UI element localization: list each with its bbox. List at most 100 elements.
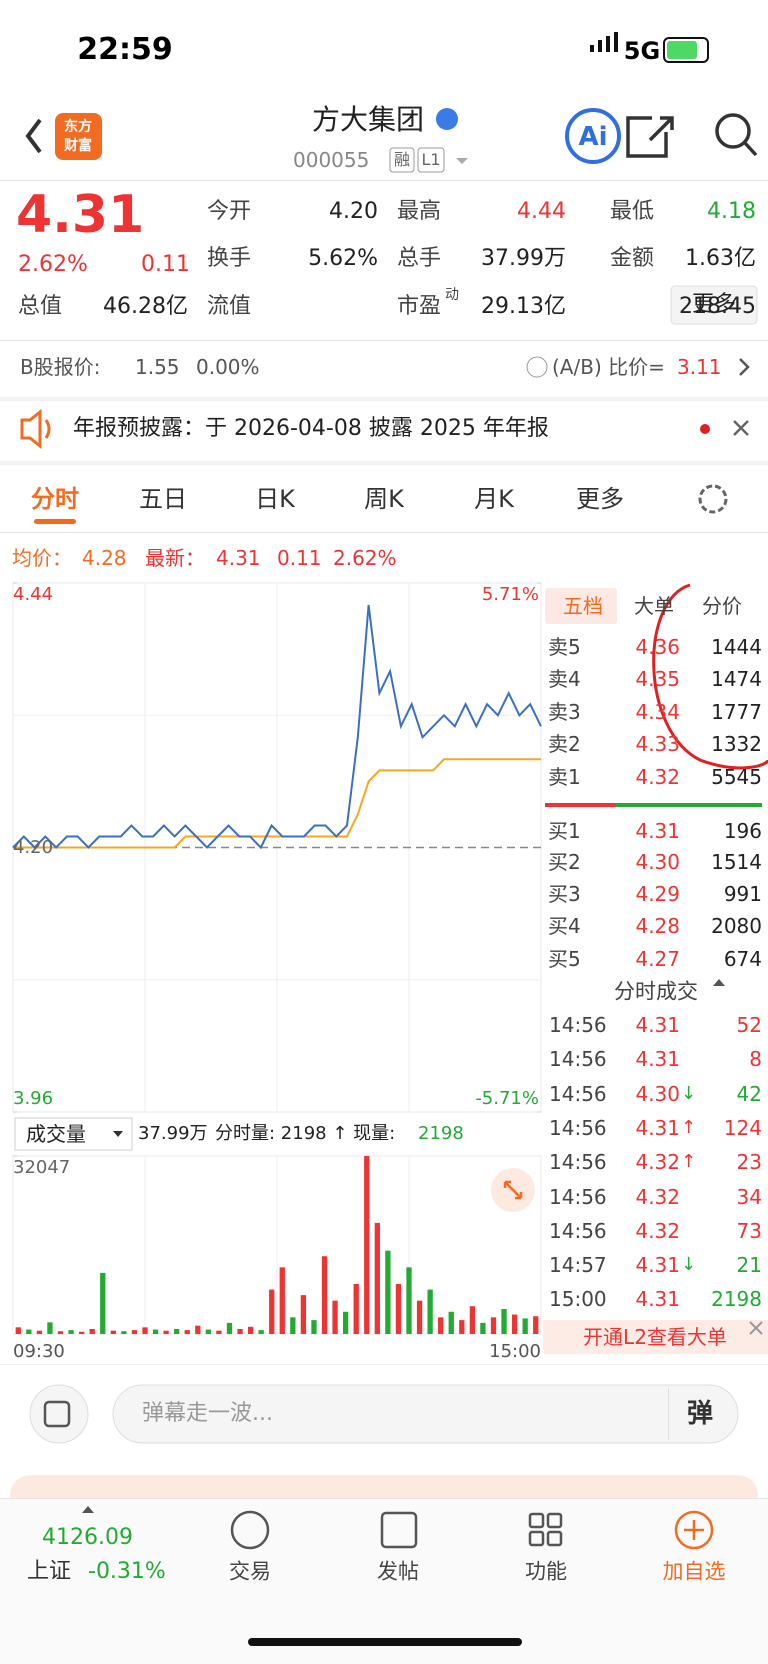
post-icon[interactable] (380, 1511, 418, 1549)
logo-text: 财富 (64, 138, 92, 154)
trade-time: 15:00 (549, 1287, 607, 1312)
book-label: 买2 (548, 850, 581, 874)
chevron[interactable] (739, 358, 750, 376)
function-icon[interactable] (528, 1512, 545, 1529)
volume-selector[interactable] (14, 1117, 133, 1151)
tab[interactable]: 分时 (31, 485, 79, 513)
book-label: 卖4 (548, 667, 581, 691)
field-label: 最高 (397, 199, 442, 224)
ai-label[interactable]: Ai (578, 122, 608, 152)
nav-label[interactable]: 发帖 (377, 1559, 419, 1584)
trade-icon[interactable] (230, 1510, 270, 1550)
search-button[interactable] (715, 113, 751, 149)
tab[interactable]: 五日 (139, 485, 187, 513)
function-icon[interactable] (546, 1512, 563, 1529)
signal-icon (590, 32, 618, 52)
volume-bar (374, 1222, 380, 1334)
sort-icon[interactable] (713, 979, 725, 986)
expand-icon[interactable] (82, 1506, 94, 1513)
tab[interactable]: 更多 (576, 485, 624, 513)
book-volume: 1514 (711, 850, 762, 874)
tag-box (389, 147, 415, 173)
index-value[interactable]: 4126.09 (42, 1525, 133, 1550)
function-icon[interactable] (528, 1530, 545, 1547)
tab[interactable]: 日K (255, 485, 295, 513)
volume-bar (353, 1284, 359, 1334)
search-button[interactable] (743, 141, 758, 157)
close-button[interactable] (733, 420, 749, 436)
volume-bar (290, 1317, 296, 1334)
trade-arrow: ↓ (681, 1082, 697, 1104)
comment-icon-button[interactable] (29, 1384, 89, 1444)
book-price: 4.33 (635, 732, 680, 756)
trade-volume: 52 (736, 1013, 762, 1037)
dropdown-icon[interactable] (456, 158, 468, 164)
book-price: 4.30 (635, 850, 680, 874)
field-label: 流值 (207, 294, 252, 319)
price-line (12, 604, 542, 850)
tab[interactable]: 周K (364, 485, 404, 513)
book-price: 4.27 (635, 947, 680, 971)
trade-volume: 124 (723, 1115, 762, 1140)
book-tab[interactable]: 大单 (634, 594, 674, 618)
more-button[interactable] (670, 285, 758, 325)
book-label: 买1 (548, 819, 581, 843)
volume-selector[interactable]: 成交量 (26, 1122, 86, 1146)
tab[interactable]: 月K (474, 485, 514, 513)
change: 0.11 (141, 252, 190, 277)
function-icon[interactable] (546, 1530, 563, 1547)
field-label: 总值 (18, 294, 63, 319)
tag-box (417, 147, 445, 173)
nav-label[interactable]: 功能 (525, 1559, 567, 1584)
l2-banner[interactable]: 开通L2查看大单 (583, 1325, 727, 1349)
volume-bar (15, 1327, 21, 1334)
nav-label[interactable]: 加自选 (662, 1559, 726, 1584)
more-button[interactable]: 更多 (691, 292, 737, 317)
trade-time: 14:56 (549, 1150, 607, 1175)
battery-level (667, 41, 697, 59)
unread-dot (700, 424, 710, 434)
divider (0, 532, 768, 533)
field-value: 46.28亿 (103, 294, 188, 319)
volume-bar (533, 1316, 539, 1334)
expand-icon[interactable] (503, 1180, 523, 1200)
comment-input[interactable] (112, 1384, 739, 1444)
field-value: 37.99万 (481, 246, 566, 271)
close-button[interactable] (749, 1321, 763, 1335)
stock-name: 方大集团 (311, 103, 425, 136)
ai-button[interactable] (565, 108, 621, 164)
trade-volume: 73 (736, 1218, 762, 1243)
volume-bar (226, 1322, 233, 1334)
trade-time: 14:56 (549, 1013, 607, 1037)
add-watch-icon[interactable] (684, 1520, 704, 1540)
index-name[interactable]: 上证 (27, 1559, 72, 1584)
trade-time: 14:57 (549, 1253, 607, 1278)
book-label: 卖2 (548, 732, 581, 756)
settings-button[interactable] (698, 484, 728, 514)
book-price: 4.28 (635, 914, 680, 938)
back-button[interactable] (25, 118, 42, 154)
trade-time: 14:56 (549, 1081, 607, 1106)
volume-detail: 分时量: 2198 ↑ 现量: (215, 1123, 396, 1144)
trade-time: 14:56 (549, 1047, 607, 1072)
volume-bar (321, 1256, 328, 1334)
add-watch-icon[interactable] (674, 1510, 714, 1550)
book-label: 卖3 (548, 700, 581, 724)
field-value: 4.18 (707, 199, 756, 224)
book-tab[interactable]: 五档 (563, 594, 603, 618)
share-button[interactable] (626, 116, 674, 158)
book-tab[interactable]: 分价 (702, 594, 742, 618)
nav-label[interactable]: 交易 (229, 1559, 271, 1584)
index-change[interactable]: -0.31% (88, 1559, 166, 1584)
volume-bar (406, 1267, 412, 1334)
dropdown-icon[interactable] (113, 1131, 123, 1137)
notice[interactable]: 年报预披露：于 2026-04-08 披露 2025 年年报 (73, 416, 549, 441)
l2-banner-bg[interactable] (543, 1320, 768, 1354)
trade-arrow: ↑ (681, 1116, 697, 1138)
help-icon[interactable] (526, 356, 548, 378)
volume-bar (300, 1295, 307, 1334)
trade-time: 14:56 (549, 1115, 607, 1140)
danmaku-button[interactable]: 弹 (686, 1399, 714, 1429)
book-volume: 196 (723, 819, 762, 843)
comment-placeholder[interactable]: 弹幕走一波... (142, 1401, 273, 1426)
